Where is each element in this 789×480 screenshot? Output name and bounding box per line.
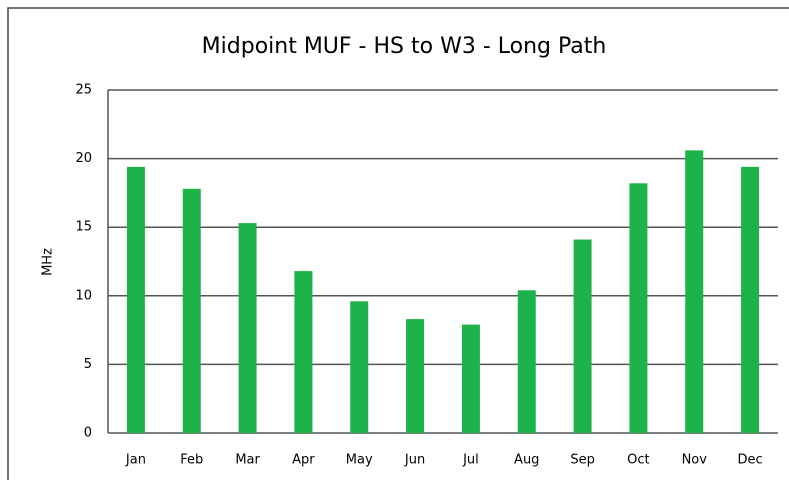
chart-frame bbox=[7, 7, 789, 480]
bar bbox=[685, 150, 704, 434]
y-tick-label: 5 bbox=[84, 357, 92, 372]
x-tick-label: Feb bbox=[180, 453, 203, 468]
x-tick-label: Jun bbox=[404, 453, 425, 468]
bar bbox=[238, 223, 257, 433]
bar bbox=[350, 301, 369, 433]
bar bbox=[461, 324, 480, 433]
y-tick-label: 15 bbox=[75, 220, 92, 235]
bar bbox=[741, 166, 760, 433]
x-tick-label: Sep bbox=[570, 453, 595, 468]
bar bbox=[406, 319, 425, 433]
x-tick-label: Apr bbox=[292, 453, 315, 468]
bar bbox=[517, 290, 536, 433]
x-tick-label: Jul bbox=[462, 453, 479, 468]
x-tick-label: Dec bbox=[738, 453, 763, 468]
bar bbox=[182, 188, 201, 433]
x-tick-label: Jan bbox=[125, 453, 146, 468]
bar bbox=[126, 166, 145, 433]
y-tick-label: 0 bbox=[84, 426, 92, 441]
x-tick-label: Oct bbox=[627, 453, 649, 468]
x-tick-label: Nov bbox=[682, 453, 708, 468]
bar bbox=[573, 239, 592, 433]
bar bbox=[294, 271, 313, 433]
bar bbox=[629, 183, 648, 433]
chart-title: Midpoint MUF - HS to W3 - Long Path bbox=[202, 34, 607, 59]
y-tick-label: 10 bbox=[75, 288, 92, 303]
x-tick-label: May bbox=[346, 453, 373, 468]
x-tick-label: Mar bbox=[235, 453, 260, 468]
y-axis-label: MHz bbox=[41, 248, 56, 276]
y-tick-label: 20 bbox=[75, 151, 92, 166]
y-tick-label: 25 bbox=[75, 83, 92, 98]
x-tick-label: Aug bbox=[514, 453, 539, 468]
